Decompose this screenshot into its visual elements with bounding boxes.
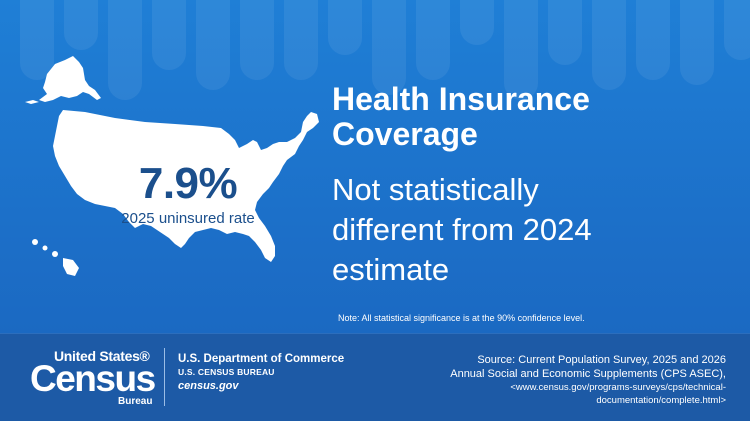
finding-text: Not statistically different from 2024 es… bbox=[332, 170, 742, 290]
headline-line-1: Health Insurance bbox=[332, 81, 590, 117]
footer: United States® Census Bureau U.S. Depart… bbox=[0, 333, 750, 421]
finding-line-3: estimate bbox=[332, 252, 450, 287]
source-line-1: Source: Current Population Survey, 2025 … bbox=[477, 354, 726, 366]
decorative-bars bbox=[20, 0, 750, 100]
uninsured-rate-value: 7.9% bbox=[138, 159, 238, 208]
source-url-line-2[interactable]: documentation/complete.html> bbox=[596, 395, 726, 406]
department-info: U.S. Department of Commerce U.S. CENSUS … bbox=[178, 352, 344, 394]
logo-bureau: Bureau bbox=[118, 396, 153, 407]
source-citation: Source: Current Population Survey, 2025 … bbox=[406, 353, 726, 407]
census-website-link[interactable]: census.gov bbox=[178, 380, 239, 392]
logo-united-states: United States® bbox=[54, 348, 150, 364]
bureau-name: U.S. CENSUS BUREAU bbox=[178, 367, 275, 377]
footer-divider bbox=[164, 348, 165, 406]
source-url-line-1[interactable]: <www.census.gov/programs-surveys/cps/tec… bbox=[510, 382, 726, 393]
significance-note: Note: All statistical significance is at… bbox=[338, 313, 585, 323]
united-states-map-icon bbox=[25, 56, 319, 276]
finding-line-2: different from 2024 bbox=[332, 212, 592, 247]
finding-line-1: Not statistically bbox=[332, 172, 539, 207]
department-name: U.S. Department of Commerce bbox=[178, 353, 345, 365]
logo-census: Census bbox=[30, 358, 156, 399]
uninsured-rate-label: 2025 uninsured rate bbox=[121, 210, 255, 227]
source-line-2: Annual Social and Economic Supplements (… bbox=[450, 368, 726, 380]
headline-line-2: Coverage bbox=[332, 116, 478, 152]
census-bureau-logo: United States® Census Bureau bbox=[30, 346, 156, 408]
uninsured-stat: 7.9% 2025 uninsured rate bbox=[108, 162, 268, 228]
headline: Health Insurance Coverage bbox=[332, 82, 732, 152]
